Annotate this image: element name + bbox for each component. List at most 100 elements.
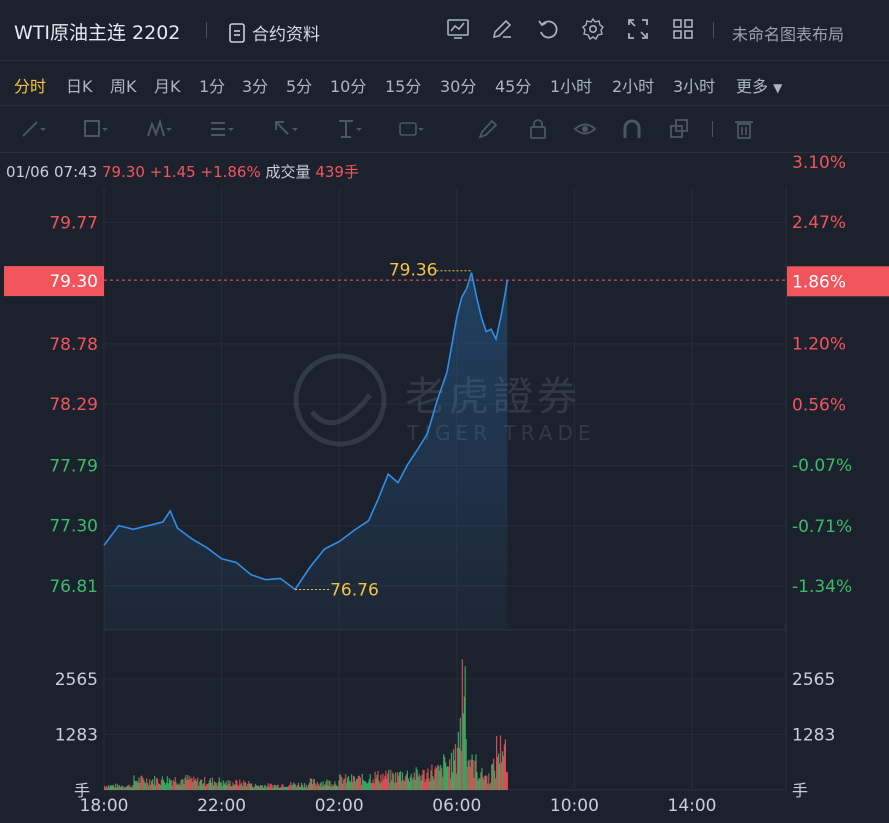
volume-bar <box>183 784 185 790</box>
low-marker-label: 76.76 <box>330 580 379 600</box>
volume-bar <box>224 784 226 790</box>
volume-unit-left: 手 <box>74 781 90 800</box>
volume-bar <box>481 767 483 790</box>
contract-info-button[interactable]: 合约资料 <box>228 20 320 45</box>
timeframe-45m[interactable]: 45分 <box>495 77 532 96</box>
volume-bar <box>110 785 113 790</box>
volume-bar <box>286 786 288 790</box>
settings-icon[interactable] <box>581 17 605 41</box>
timeframe-30m[interactable]: 30分 <box>440 77 477 96</box>
volume-bar <box>187 775 189 790</box>
volume-bar <box>107 785 110 790</box>
instrument-title[interactable]: WTI原油主连 2202 <box>14 22 181 44</box>
timeframe-15m[interactable]: 15分 <box>385 77 422 96</box>
volume-bar <box>249 783 251 790</box>
volume-bar <box>139 782 141 790</box>
timeframe-more[interactable]: 更多 ▼ <box>736 73 782 97</box>
volume-bar <box>332 786 334 790</box>
pattern-icon[interactable] <box>146 118 172 140</box>
rectangle-icon[interactable] <box>82 118 108 140</box>
volume-bar <box>236 780 238 790</box>
timeframe-10m[interactable]: 10分 <box>330 77 367 96</box>
volume-bar <box>472 760 474 790</box>
volume-bar <box>118 785 120 790</box>
undo-icon[interactable] <box>536 17 560 41</box>
volume-bar <box>484 775 486 790</box>
trash-icon[interactable] <box>732 118 758 140</box>
layout-name-button[interactable]: 未命名图表布局 <box>732 25 845 44</box>
draw-icon[interactable] <box>490 17 514 41</box>
volume-bar <box>172 780 174 790</box>
timeframe-intraday[interactable]: 分时 <box>14 77 47 96</box>
chart-template-icon[interactable] <box>446 17 470 41</box>
timeframe-1h[interactable]: 1小时 <box>550 77 593 96</box>
volume-bar <box>250 783 252 790</box>
volume-bar <box>407 778 409 790</box>
volume-bar <box>420 780 422 790</box>
volume-bar <box>291 785 293 790</box>
eye-icon[interactable] <box>573 118 599 140</box>
volume-bar <box>310 778 312 790</box>
volume-bar <box>297 785 299 790</box>
counter-icon[interactable] <box>398 118 424 140</box>
price-line-layer <box>103 272 509 591</box>
arrow-icon[interactable] <box>272 118 298 140</box>
volume-bar <box>155 785 157 790</box>
measure-icon[interactable] <box>336 118 362 140</box>
timeframe-weekly[interactable]: 周K <box>110 77 137 96</box>
brush-icon[interactable] <box>476 118 502 140</box>
price-line <box>103 272 509 591</box>
timeframe-5m[interactable]: 5分 <box>286 77 313 96</box>
grid-layout-icon[interactable] <box>671 17 695 41</box>
volume-bar <box>184 777 186 790</box>
volume-bar <box>474 760 476 790</box>
volume-bar <box>479 778 481 790</box>
price-tick-label: 78.78 <box>49 335 98 355</box>
volume-bar <box>459 717 461 790</box>
volume-bar <box>276 785 278 790</box>
volume-bar <box>268 787 270 790</box>
volume-bar <box>451 772 454 790</box>
volume-bar <box>242 786 244 790</box>
volume-bar <box>287 786 289 790</box>
volume-bar <box>421 774 423 790</box>
lock-icon[interactable] <box>526 118 552 140</box>
volume-bar <box>321 786 323 790</box>
volume-bar <box>338 780 340 790</box>
timeframe-2h[interactable]: 2小时 <box>612 77 655 96</box>
volume-bar <box>275 786 277 790</box>
volume-bar <box>196 781 198 790</box>
timeframe-1m[interactable]: 1分 <box>199 77 226 96</box>
volume-bar <box>381 781 383 790</box>
volume-bar <box>190 779 192 790</box>
fib-icon[interactable] <box>208 118 234 140</box>
timeframe-daily[interactable]: 日K <box>66 77 93 96</box>
volume-bar <box>431 764 433 790</box>
layers-icon[interactable] <box>668 118 694 140</box>
volume-bar <box>485 775 487 790</box>
volume-bar <box>127 785 129 790</box>
pct-tick-label: 2.47% <box>792 213 846 233</box>
volume-bar <box>445 762 447 790</box>
trend-line-icon[interactable] <box>20 118 46 140</box>
volume-bar <box>117 786 119 790</box>
volume-bar <box>401 772 404 790</box>
volume-bar <box>253 787 255 790</box>
magnet-icon[interactable] <box>620 118 646 140</box>
volume-bar <box>216 785 218 790</box>
volume-bar <box>281 784 283 790</box>
volume-bar <box>188 779 190 790</box>
volume-bar <box>203 783 205 790</box>
volume-bar <box>289 784 291 790</box>
volume-bar <box>217 781 219 790</box>
x-tick-label: 18:00 <box>80 796 129 816</box>
volume-bar <box>391 780 393 790</box>
volume-bar <box>384 775 386 790</box>
volume-bar <box>205 784 208 790</box>
fullscreen-icon[interactable] <box>626 17 650 41</box>
timeframe-3m[interactable]: 3分 <box>242 77 269 96</box>
timeframe-3h[interactable]: 3小时 <box>673 77 716 96</box>
volume-bar <box>121 785 123 790</box>
timeframe-monthly[interactable]: 月K <box>154 77 181 96</box>
